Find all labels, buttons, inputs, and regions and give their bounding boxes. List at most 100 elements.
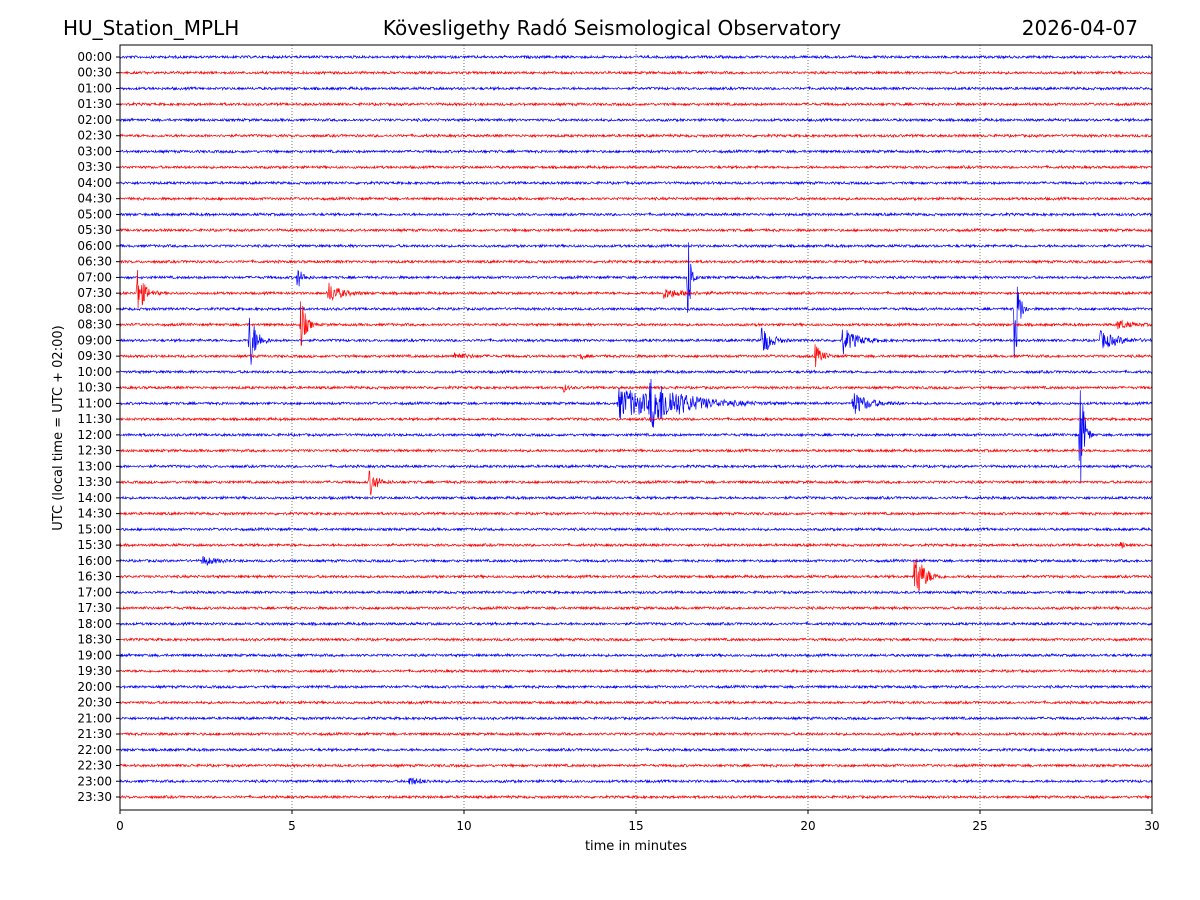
y-tick-label: 19:00 [77,648,112,662]
trace-1630 [119,558,1153,591]
y-tick-label: 05:00 [77,207,112,221]
trace-1400 [119,495,1153,501]
y-tick-label: 21:00 [77,711,112,725]
y-tick-label: 23:00 [77,774,112,788]
y-tick-label: 13:00 [77,459,112,473]
traces [119,54,1153,800]
y-tick-label: 14:30 [77,507,112,521]
y-tick-label: 08:00 [77,302,112,316]
trace-1900 [119,652,1153,659]
trace-0630 [119,258,1153,265]
y-tick-label: 23:30 [77,790,112,804]
trace-1530 [119,541,1153,549]
y-tick-label: 12:30 [77,444,112,458]
y-tick-label: 11:30 [77,412,112,426]
trace-2230 [119,762,1153,769]
y-tick-label: 01:00 [77,81,112,95]
station-name: HU_Station_MPLH [63,16,240,40]
y-tick-label: 06:00 [77,239,112,253]
trace-1700 [119,589,1153,596]
y-tick-label: 09:30 [77,349,112,363]
y-tick-label: 07:00 [77,270,112,284]
trace-0300 [119,148,1153,155]
trace-0700 [119,242,1153,313]
trace-1330 [119,470,1153,496]
chart-date: 2026-04-07 [1021,16,1138,40]
trace-0430 [119,196,1153,202]
trace-1000 [119,369,1153,375]
y-tick-label: 00:00 [77,50,112,64]
y-tick-label: 04:30 [77,192,112,206]
trace-1030 [119,384,1153,393]
trace-1830 [119,636,1153,643]
trace-1730 [119,605,1153,611]
x-tick-label: 25 [972,819,987,833]
y-tick-label: 06:30 [77,255,112,269]
y-tick-label: 18:30 [77,633,112,647]
x-tick-label: 10 [456,819,471,833]
y-tick-label: 04:00 [77,176,112,190]
x-tick-label: 30 [1144,819,1159,833]
trace-2130 [119,731,1153,737]
trace-0400 [119,180,1153,186]
x-tick-label: 0 [116,819,124,833]
trace-0600 [119,243,1153,249]
x-tick-label: 15 [628,819,643,833]
grid-lines [291,45,981,810]
y-tick-label: 14:00 [77,491,112,505]
trace-0130 [119,101,1153,108]
trace-0900 [119,317,1153,365]
x-tick-label: 5 [288,819,296,833]
y-tick-label: 16:00 [77,554,112,568]
trace-2030 [119,699,1153,706]
trace-2200 [119,747,1153,753]
y-tick-label: 08:30 [77,318,112,332]
trace-1130 [119,416,1153,422]
trace-1500 [119,526,1153,533]
y-tick-label: 22:00 [77,743,112,757]
y-tick-label: 03:30 [77,160,112,174]
trace-0000 [119,54,1153,60]
trace-0830 [119,301,1153,346]
trace-0930 [119,344,1153,368]
trace-1300 [119,463,1153,470]
trace-1600 [119,556,1153,567]
y-tick-label: 02:00 [77,113,112,127]
trace-1100 [119,378,1153,428]
y-tick-label: 10:30 [77,381,112,395]
y-tick-label: 21:30 [77,727,112,741]
x-tick-label: 20 [800,819,815,833]
y-tick-label: 00:30 [77,66,112,80]
y-tick-label: 03:00 [77,144,112,158]
y-tick-label: 20:30 [77,696,112,710]
trace-0330 [119,164,1153,170]
y-tick-label: 17:00 [77,585,112,599]
trace-2100 [120,715,1153,721]
trace-0800 [119,286,1153,359]
y-tick-label: 20:00 [77,680,112,694]
chart-title: Kövesligethy Radó Seismological Observat… [382,16,842,40]
trace-0230 [119,132,1153,139]
trace-0100 [119,85,1153,92]
x-axis-label: time in minutes [585,839,687,854]
x-ticks: 0 5 10 15 20 25 30 [116,810,1160,833]
y-tick-label: 13:30 [77,475,112,489]
y-tick-label: 07:30 [77,286,112,300]
y-tick-label: 10:00 [77,365,112,379]
y-tick-label: 19:30 [77,664,112,678]
y-tick-label: 15:30 [77,538,112,552]
trace-1430 [119,510,1153,517]
y-tick-label: 05:30 [77,223,112,237]
trace-0730 [119,269,1153,309]
y-tick-label: 09:00 [77,333,112,347]
trace-1230 [119,447,1153,454]
trace-0200 [119,117,1153,123]
y-tick-label: 02:30 [77,129,112,143]
trace-0500 [119,211,1153,218]
y-tick-label: 17:30 [77,601,112,615]
y-tick-label: 16:30 [77,570,112,584]
trace-1800 [119,621,1153,627]
y-tick-label: 01:30 [77,97,112,111]
